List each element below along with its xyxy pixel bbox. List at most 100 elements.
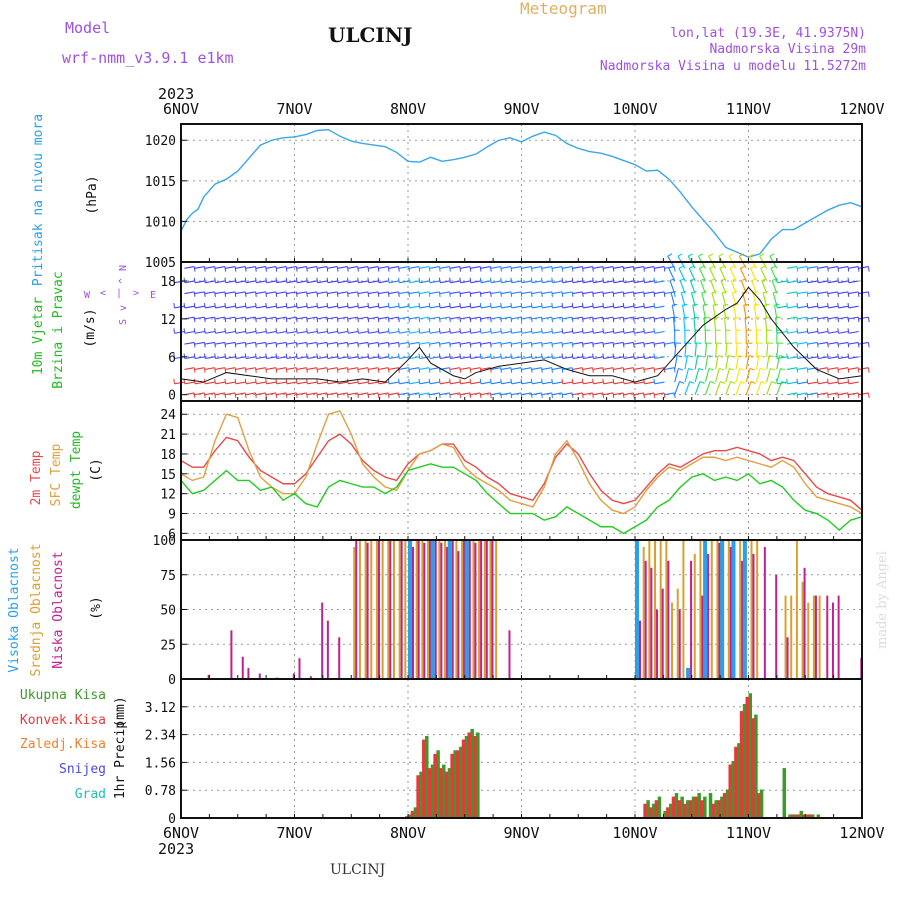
wind-barb [440, 382, 450, 384]
wind-barb [848, 292, 858, 294]
wind-barb [532, 292, 542, 294]
wind-barb [450, 306, 460, 308]
wind-barb-feather [286, 379, 287, 384]
wind-barb-feather [582, 354, 583, 359]
convective-precip-bar [467, 732, 471, 818]
wind-barb-feather [480, 354, 481, 359]
low-cloud-bar [491, 540, 493, 679]
wind-barb-feather [327, 342, 328, 347]
wind-barb-feather [215, 368, 216, 373]
wind-barb [205, 368, 215, 370]
wind-barb-feather [613, 278, 614, 283]
wind-barb [215, 368, 225, 370]
wind-barb-feather [388, 267, 389, 272]
wind-barb [720, 268, 726, 281]
wind-barb-feather [276, 354, 277, 359]
wind-barb-feather [603, 303, 604, 308]
wind-barb [634, 357, 644, 359]
wind-barb [297, 368, 307, 370]
wind-barb-feather [562, 292, 563, 297]
wind-barb-feather [654, 393, 655, 398]
wind-barb-feather [358, 267, 359, 272]
wind-barb [644, 332, 654, 334]
wind-barb-feather [708, 356, 713, 357]
wind-barb-feather [347, 278, 348, 283]
convective-precip-bar [445, 772, 449, 818]
wind-barb [730, 268, 736, 281]
convective-precip-bar [683, 804, 687, 818]
wind-barb [225, 368, 235, 370]
wind-barb [694, 318, 695, 332]
wind-barb [307, 332, 317, 334]
wind-barb [522, 332, 532, 334]
wind-barb-feather [644, 292, 645, 297]
wind-barb [256, 306, 266, 308]
mid-cloud-bar [416, 540, 418, 679]
wind-barb-feather [470, 354, 471, 359]
wind-barb-feather [797, 278, 798, 283]
wind-barb-feather [256, 368, 257, 373]
wind-barb-feather [838, 267, 839, 272]
wind-barb [765, 318, 766, 332]
y-tick-label: 1015 [145, 175, 176, 190]
mid-cloud-bar [370, 540, 372, 679]
convective-precip-bar [655, 800, 659, 818]
wind-barb [681, 293, 685, 307]
wind-barb [205, 292, 215, 294]
wind-barb [613, 342, 623, 344]
wind-barb-feather [450, 342, 451, 347]
wind-barb [256, 292, 266, 294]
wind-barb [511, 267, 521, 269]
wind-barb [777, 306, 787, 308]
convective-precip-bar [700, 800, 704, 818]
wind-barb-feather [797, 393, 798, 398]
wind-barb-feather [531, 267, 532, 272]
wind-unit: (m/s) [83, 308, 98, 347]
wind-barb-feather [388, 317, 389, 322]
convective-precip-bar [416, 775, 420, 818]
y-tick-label: 1.56 [145, 756, 176, 771]
wind-barb-feather [266, 267, 267, 272]
wind-barb [711, 280, 716, 293]
y-tick-label: 2.34 [145, 729, 176, 744]
wind-barb [726, 382, 731, 395]
wind-barb-feather [750, 369, 755, 370]
wind-barb [409, 368, 419, 370]
total-precip-bar [783, 768, 787, 818]
wind-barb [624, 306, 634, 308]
wind-barb-feather [582, 393, 583, 398]
wind-barb [368, 368, 378, 370]
wind-barb-feather [347, 393, 348, 398]
wind-barb [225, 342, 235, 344]
wind-barb [205, 306, 215, 308]
top-x-label: 12NOV [839, 100, 884, 118]
wind-barb-feather [460, 393, 461, 398]
wind-barb [675, 356, 677, 370]
mid-cloud-bar [444, 540, 446, 679]
wind-barb-feather [679, 266, 684, 268]
wind-barb-feather [707, 343, 712, 344]
wind-barb [787, 368, 797, 370]
wind-barb [389, 267, 399, 269]
wind-barb-feather [664, 317, 665, 322]
wind-barb-feather [266, 292, 267, 297]
wind-barb [450, 382, 460, 384]
wind-barb-feather [480, 328, 481, 333]
wind-barb [573, 342, 583, 344]
top-x-label: 10NOV [612, 100, 657, 118]
wind-barb [215, 342, 225, 344]
wind-barb-feather [245, 368, 246, 373]
wind-barb-feather [460, 317, 461, 322]
low-cloud-bar [378, 540, 380, 679]
wind-barb-feather [337, 328, 338, 333]
wind-barb [756, 356, 758, 370]
wind-barb-feather [531, 303, 532, 308]
wind-barb-feather [204, 278, 205, 283]
wind-barb [716, 369, 720, 383]
wind-barb-feather [235, 379, 236, 384]
wind-barb [573, 292, 583, 294]
wind-barb [563, 281, 573, 283]
wind-barb-feather [858, 317, 859, 322]
y-tick-label: 3.12 [145, 701, 176, 716]
wind-barb [680, 280, 685, 293]
